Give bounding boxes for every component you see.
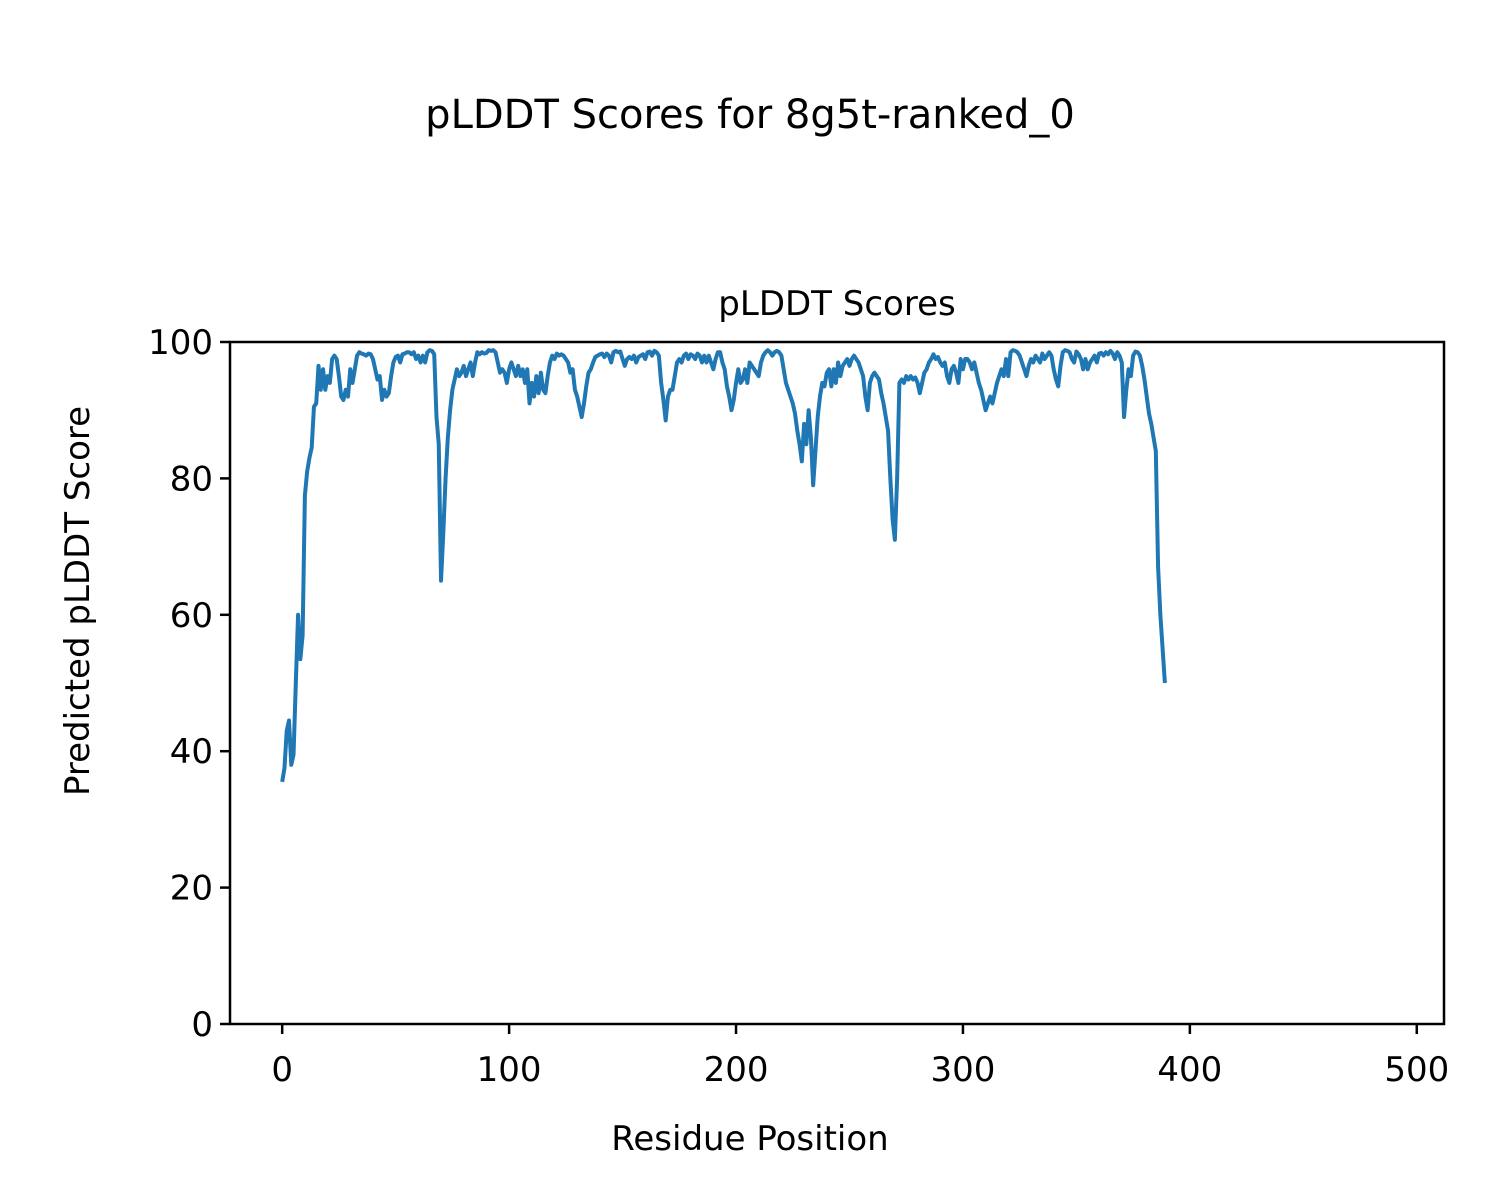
x-tick-label: 0	[271, 1050, 293, 1090]
x-tick-label: 300	[930, 1050, 995, 1090]
axes-title: pLDDT Scores	[718, 284, 955, 324]
figure-title: pLDDT Scores for 8g5t-ranked_0	[425, 92, 1075, 138]
plddt-line	[280, 348, 1167, 783]
y-tick-label: 40	[170, 732, 213, 772]
x-axis-ticks: 0 100 200 300 400 500	[271, 1024, 1449, 1090]
x-tick-label: 400	[1157, 1050, 1222, 1090]
y-axis-label: Predicted pLDDT Score	[58, 406, 98, 796]
x-tick-label: 500	[1384, 1050, 1449, 1090]
x-tick-label: 100	[477, 1050, 542, 1090]
plot-area-frame	[228, 340, 1446, 1026]
y-tick-label: 0	[191, 1005, 213, 1045]
y-axis-ticks: 0 20 40 60 80 100	[148, 323, 230, 1045]
y-tick-label: 20	[170, 869, 213, 909]
y-tick-label: 80	[170, 459, 213, 499]
x-axis-label: Residue Position	[611, 1119, 888, 1159]
x-tick-label: 200	[704, 1050, 769, 1090]
y-tick-label: 100	[148, 323, 213, 363]
y-tick-label: 60	[170, 596, 213, 636]
